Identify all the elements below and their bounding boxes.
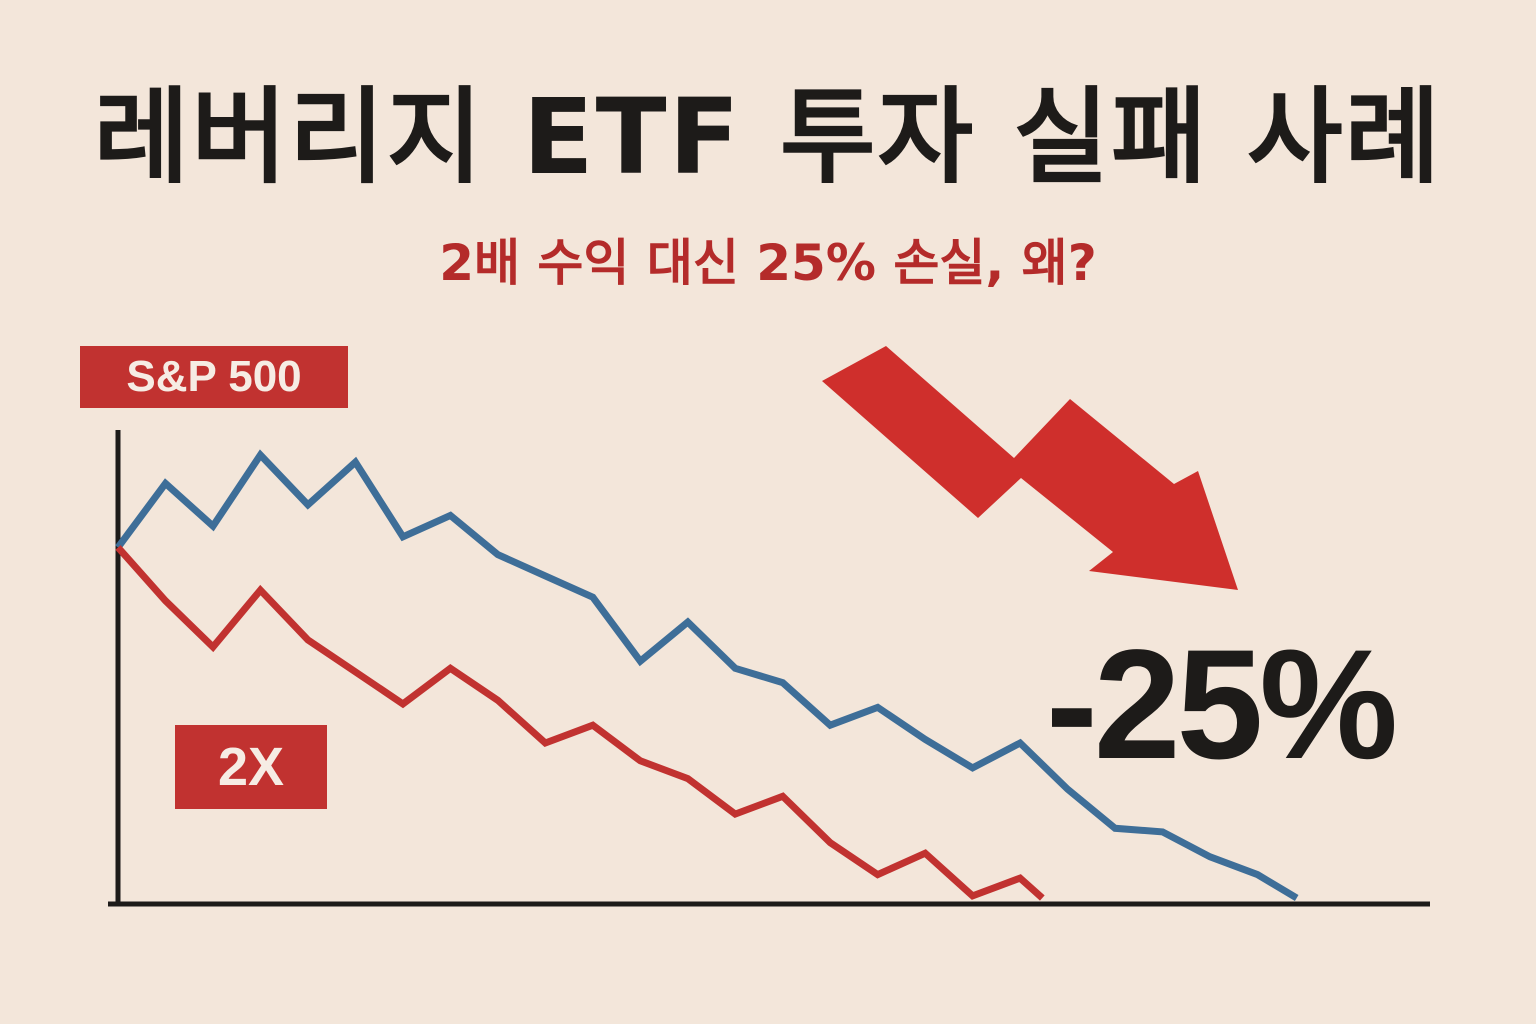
sp500-label: S&P 500 — [80, 346, 348, 408]
leveraged-2x-label: 2X — [175, 725, 327, 809]
down-arrow-icon — [822, 346, 1238, 590]
page-title: 레버리지 ETF 투자 실패 사례 — [93, 76, 1443, 198]
sp500-series-line — [115, 449, 1299, 902]
page-subtitle: 2배 수익 대신 25% 손실, 왜? — [439, 234, 1097, 292]
loss-callout: -25% — [1045, 618, 1398, 792]
